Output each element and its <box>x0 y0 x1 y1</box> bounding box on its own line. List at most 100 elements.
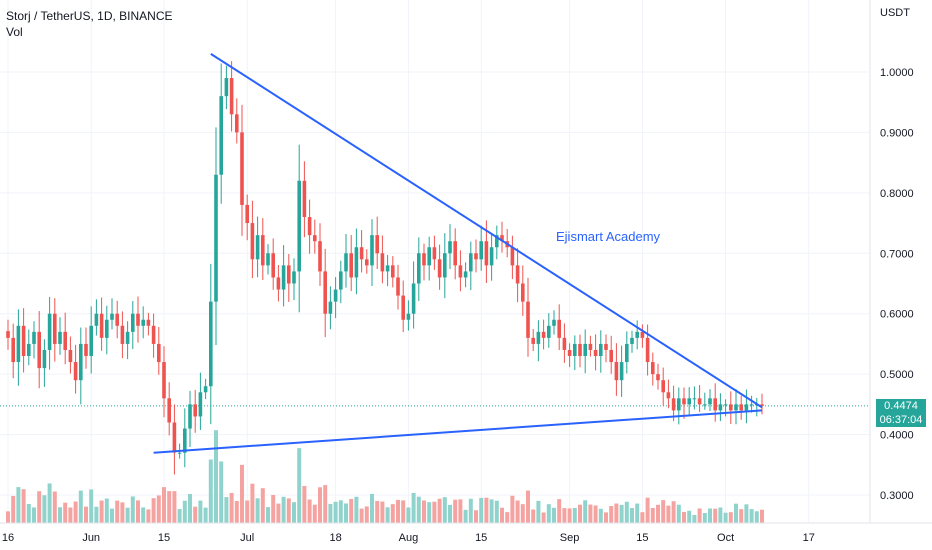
volume-bar <box>99 500 104 523</box>
trendline[interactable] <box>210 53 763 409</box>
volume-bar <box>21 489 26 523</box>
volume-bar <box>609 506 614 523</box>
volume-bar <box>208 459 213 523</box>
candle-body <box>261 235 265 266</box>
candle-body <box>697 398 702 405</box>
price-axis-unit: USDT <box>880 7 910 19</box>
candle-body <box>666 392 671 399</box>
candle-body <box>536 331 541 344</box>
candle-body <box>547 325 551 338</box>
candle-body <box>255 235 260 260</box>
candle-body <box>391 265 395 278</box>
candle-body <box>302 180 307 218</box>
candle-body <box>713 398 717 411</box>
x-tick-label: 17 <box>803 532 815 544</box>
candle-body <box>318 241 322 272</box>
volume-bar <box>526 490 530 523</box>
volume-bar <box>723 512 728 523</box>
volume-bar <box>630 508 634 523</box>
candle-body <box>110 313 114 320</box>
volume-bar <box>297 448 302 523</box>
candlesticks <box>6 61 764 475</box>
volume-bar <box>718 507 723 523</box>
candle-body <box>489 247 494 266</box>
candle-body <box>463 271 468 278</box>
volume-bar <box>177 509 182 523</box>
candle-body <box>235 114 239 133</box>
trendlines[interactable] <box>153 53 763 454</box>
volume-bar <box>734 503 738 523</box>
candle-body <box>292 271 296 284</box>
candle-body <box>203 386 208 393</box>
x-tick-label: 15 <box>158 532 170 544</box>
trendline[interactable] <box>153 409 763 454</box>
y-tick-label: 0.9000 <box>880 127 914 139</box>
x-tick-label: 15 <box>636 532 648 544</box>
volume-bar <box>484 497 489 523</box>
candle-body <box>583 343 587 357</box>
annotation-text[interactable]: Ejismart Academy <box>556 229 661 244</box>
symbol-title[interactable]: Storj / TetherUS, 1D, BINANCE <box>6 9 173 23</box>
candle-body <box>375 235 379 254</box>
volume-bar <box>578 504 582 523</box>
candle-body <box>723 404 728 406</box>
candle-body <box>53 313 57 344</box>
candle-body <box>359 247 364 260</box>
candle-body <box>162 362 166 399</box>
volume-bar <box>167 491 172 523</box>
candle-body <box>240 132 244 205</box>
volume-bar <box>390 504 395 523</box>
candle-body <box>370 235 374 266</box>
candle-body <box>307 217 312 236</box>
candle-body <box>734 404 738 411</box>
volume-bar <box>494 500 499 523</box>
candle-body <box>708 398 712 405</box>
volume-bar <box>26 504 31 523</box>
volume-bar <box>593 505 598 523</box>
volume-bar <box>567 508 572 523</box>
candle-body <box>276 277 281 290</box>
volume-bar <box>203 507 208 523</box>
volume-bar <box>692 514 697 523</box>
volume-bar <box>448 504 452 523</box>
candle-body <box>417 253 421 284</box>
volume-bar <box>136 500 140 523</box>
volume-bar <box>63 502 68 523</box>
candle-body <box>245 204 249 224</box>
volume-bar <box>479 497 484 523</box>
candle-body <box>157 343 161 363</box>
volume-label[interactable]: Vol <box>6 25 23 39</box>
volume-bar <box>146 509 151 523</box>
volume-bar <box>520 504 525 523</box>
volume-bar <box>682 511 686 523</box>
volume-bar <box>671 501 676 523</box>
volume-bar <box>344 503 348 523</box>
candle-body <box>411 283 416 314</box>
volume-bar <box>583 500 588 523</box>
candle-body <box>484 241 489 266</box>
volume-bar <box>380 501 385 523</box>
candle-body <box>63 331 67 350</box>
candle-body <box>27 343 31 357</box>
volume-bar <box>619 504 624 523</box>
candle-body <box>42 349 47 369</box>
candle-body <box>193 404 197 417</box>
volume-bar <box>739 509 744 523</box>
volume-bar <box>89 489 94 523</box>
candle-body <box>68 349 73 363</box>
volume-bar <box>182 500 187 523</box>
candle-body <box>16 325 21 363</box>
volume-bar <box>505 512 510 523</box>
volume-bar <box>42 495 47 523</box>
chart-legend: Storj / TetherUS, 1D, BINANCE Vol <box>6 8 173 40</box>
volume-bar <box>416 496 421 523</box>
volume-bar <box>546 504 551 523</box>
volume-bar <box>234 500 239 523</box>
volume-bar <box>11 495 16 523</box>
candle-body <box>339 271 343 290</box>
current-price-tag: 0.4474 06:37:04 <box>876 399 926 427</box>
candle-body <box>380 253 385 272</box>
volume-bars <box>6 430 764 523</box>
